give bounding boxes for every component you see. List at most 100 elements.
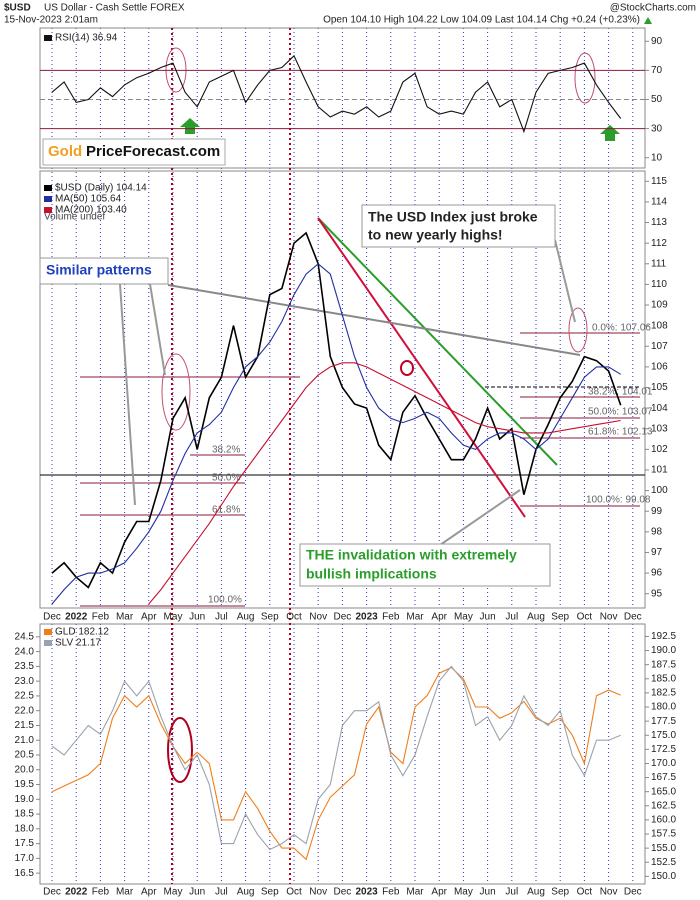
x-tick-label: May [454,612,473,623]
callout-box [39,257,169,285]
x-tick-label: Jul [215,887,228,898]
fib-label: 50.0%: 103.07 [588,407,653,418]
annotation: THE invalidation with extremely [306,547,517,563]
y-tick-label: 100 [651,485,668,496]
legend-label: $USD (Daily) 104.14 [55,183,147,194]
y2-tick-label: 187.5 [651,659,676,670]
highlight [400,360,414,376]
y-tick-label: 24.0 [15,646,35,657]
series-line [51,54,622,134]
y-tick-label: 24.5 [15,632,35,643]
y-tick-label: 97 [651,547,663,558]
y-tick-label: 107 [651,341,668,352]
y-tick-label: 101 [651,465,668,476]
y2-tick-label: 150.0 [651,871,676,882]
x-tick-label: Nov [309,887,327,898]
x-tick-label: Nov [309,612,327,623]
y-tick-label: 114 [651,197,667,208]
annotation: to new yearly highs! [368,227,503,243]
y-tick-label: 22.5 [15,691,35,702]
legend-label: MA(200) 103.40 [55,205,127,216]
y-tick-label: 106 [651,362,668,373]
callout-line [149,283,166,376]
quote: Open 104.10 High 104.22 Low 104.09 Last … [323,15,640,26]
y-tick-label: 17.5 [15,838,35,849]
x-tick-label: Jun [189,612,205,623]
symbol: $USD [4,3,31,14]
y-tick-label: 20.5 [15,750,35,761]
highlight [574,52,596,104]
gld-frame [39,623,646,885]
callout-line [554,239,576,323]
legend-swatch [44,196,52,202]
x-tick-label: Jun [480,612,496,623]
y-tick-label: 50 [651,94,663,105]
callout-line [119,283,136,506]
y-tick-label: 99 [651,506,663,517]
y2-tick-label: 172.5 [651,744,676,755]
legend-label: GLD 182.12 [55,627,109,638]
y-tick-label: 18.0 [15,823,35,834]
y-tick-label: 23.5 [15,661,35,672]
fib-label: 50.0% [212,473,240,484]
fib-label: 38.2%: 104.01 [588,387,653,398]
y-tick-label: 21.5 [15,720,35,731]
y2-tick-label: 162.5 [651,800,676,811]
legend-swatch [44,35,52,41]
x-tick-label: Apr [141,887,157,898]
legend-swatch [44,185,52,191]
x-tick-label: Oct [577,612,593,623]
logo-gold: Gold [48,143,82,160]
x-tick-label: Aug [237,887,255,898]
arrow-icon [600,125,620,141]
y-tick-label: 10 [651,152,663,163]
x-tick-label: Feb [382,887,400,898]
x-tick-label: Dec [624,612,642,623]
x-tick-label: May [164,887,183,898]
x-tick-label: Dec [334,887,352,898]
x-tick-label: Jun [189,887,205,898]
x-tick-label: Sep [551,612,569,623]
y2-tick-label: 152.5 [651,857,676,868]
legend-label: SLV 21.17 [55,638,101,649]
annotation: The USD Index just broke [368,209,538,225]
y-tick-label: 22.0 [15,705,35,716]
x-tick-label: Jul [215,612,228,623]
y-tick-label: 111 [651,258,667,269]
y-tick-label: 16.5 [15,868,35,879]
x-tick-label: Oct [286,612,302,623]
legend-text: Volume undef [44,212,105,223]
y-tick-label: 20.0 [15,764,35,775]
y2-tick-label: 185.0 [651,673,676,684]
logo-box [42,138,226,166]
y2-tick-label: 180.0 [651,702,676,713]
fib-label: 61.8% [212,505,240,516]
symbol-name: US Dollar - Cash Settle FOREX [44,3,185,14]
logo-text: PriceForecast.com [86,143,220,160]
y-tick-label: 96 [651,568,663,579]
y-tick-label: 112 [651,238,667,249]
x-tick-label: Feb [92,887,110,898]
trend-line [317,217,558,466]
fib-label: 0.0%: 107.06 [592,323,651,334]
fib-label: 61.8%: 102.13 [588,427,653,438]
x-tick-label: Aug [527,887,545,898]
y-tick-label: 103 [651,423,668,434]
legend-swatch [44,207,52,213]
arrow-icon [180,118,200,134]
y2-tick-label: 190.0 [651,645,676,656]
legend-swatch [44,640,52,646]
y-tick-label: 95 [651,588,663,599]
y-tick-label: 113 [651,217,667,228]
fib-label: 100.0%: 99.08 [586,495,651,506]
y2-tick-label: 157.5 [651,829,676,840]
highlight [161,353,191,431]
y-tick-label: 110 [651,279,667,290]
x-tick-label: Dec [334,612,352,623]
fib-label: 100.0% [208,595,242,606]
x-tick-label: Sep [551,887,569,898]
callout-line [439,489,521,546]
x-tick-label: Oct [286,887,302,898]
y-tick-label: 115 [651,176,667,187]
